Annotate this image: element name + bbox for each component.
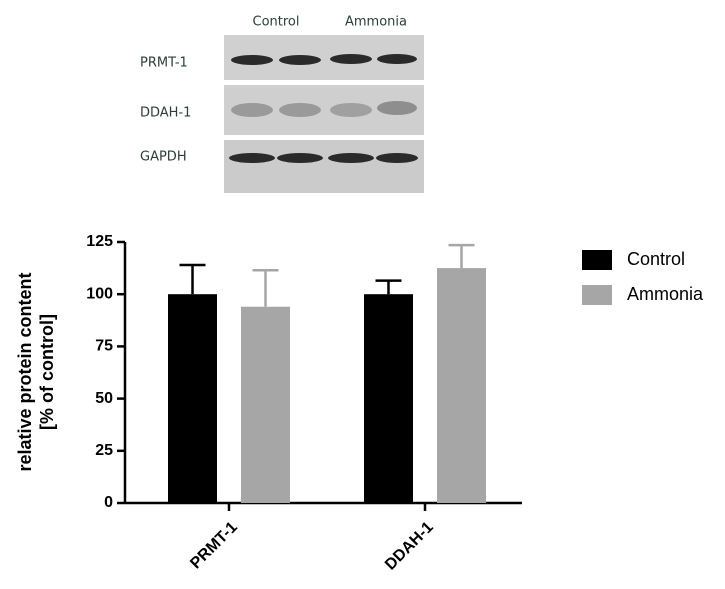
error-bar [448, 243, 475, 269]
blot-strip [224, 140, 424, 193]
bar [437, 268, 486, 503]
error-bar [375, 279, 402, 295]
y-tick-label: 50 [95, 390, 113, 407]
protein-label: GAPDH [140, 150, 187, 165]
legend-label: Ammonia [627, 284, 704, 304]
protein-label: DDAH-1 [140, 106, 191, 121]
bar [241, 306, 290, 503]
y-axis-label: relative protein content [15, 272, 35, 471]
y-tick-label: 0 [104, 494, 113, 511]
x-tick-label: PRMT-1 [187, 519, 241, 573]
lane-label: Control [253, 15, 300, 30]
x-tick-label: DDAH-1 [382, 519, 437, 574]
protein-label: PRMT-1 [140, 56, 188, 71]
y-tick-label: 125 [86, 233, 113, 250]
bar [168, 294, 217, 503]
y-tick-label: 25 [95, 442, 113, 459]
y-tick-label: 100 [86, 285, 113, 302]
error-bar [179, 263, 206, 295]
bands [229, 54, 418, 163]
lane-label: Ammonia [345, 15, 407, 30]
bar [364, 294, 413, 503]
legend-label: Control [627, 249, 685, 269]
y-tick-label: 75 [95, 338, 113, 355]
y-axis-label: [% of control] [37, 314, 57, 430]
legend-swatch [582, 250, 612, 270]
legend-swatch [582, 285, 612, 305]
error-bar [252, 268, 279, 307]
western-blot: Control Ammonia PRMT-1 DDAH-1 GAPDH [140, 15, 424, 193]
